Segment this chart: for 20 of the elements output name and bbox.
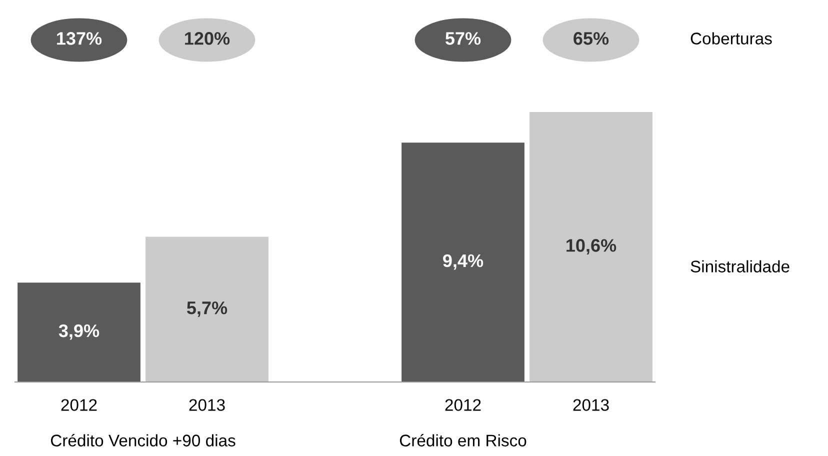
x-tick-label: 2012 — [61, 399, 97, 411]
bar — [402, 142, 524, 382]
data-label: 9,4% — [443, 254, 484, 270]
text: Crédito Vencido +90 dias — [50, 434, 236, 446]
x-tick-label: 2012 — [445, 399, 481, 411]
x-tick-label: 2013 — [189, 399, 225, 411]
data-label: 10,6% — [566, 239, 616, 254]
x-tick-label: 2013 — [573, 399, 609, 411]
bar — [146, 236, 268, 382]
text: Sinistralidade — [690, 260, 790, 272]
bar — [18, 282, 140, 382]
text: 137% — [57, 32, 102, 45]
text: Coberturas — [690, 32, 772, 44]
data-label: 3,9% — [58, 324, 100, 340]
text: 120% — [185, 32, 230, 45]
text: 57% — [445, 32, 481, 45]
text: 65% — [574, 32, 609, 45]
data-label: 5,7% — [186, 302, 228, 317]
text: Crédito em Risco — [400, 434, 526, 446]
bar — [530, 112, 652, 382]
